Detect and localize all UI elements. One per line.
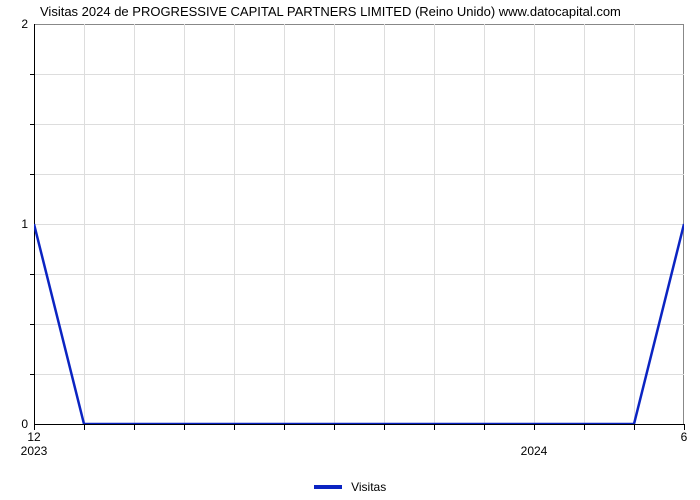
y-tick-label: 1 bbox=[4, 217, 28, 231]
x-axis-line bbox=[34, 424, 684, 425]
chart-container: Visitas 2024 de PROGRESSIVE CAPITAL PART… bbox=[0, 0, 700, 500]
gridline-v bbox=[334, 24, 335, 424]
gridline-v bbox=[584, 24, 585, 424]
x-tick-label: 6 bbox=[681, 430, 688, 444]
gridline-h bbox=[34, 224, 684, 225]
x-tick-label: 12 bbox=[27, 430, 40, 444]
y-tick-label: 2 bbox=[4, 17, 28, 31]
gridline-h-minor bbox=[34, 374, 684, 375]
gridline-v bbox=[84, 24, 85, 424]
gridline-h-minor bbox=[34, 74, 684, 75]
legend-swatch bbox=[314, 485, 342, 489]
gridline-h-minor bbox=[34, 124, 684, 125]
gridline-h-minor bbox=[34, 274, 684, 275]
legend-label: Visitas bbox=[351, 480, 386, 494]
gridline-v bbox=[534, 24, 535, 424]
gridline-h-minor bbox=[34, 324, 684, 325]
x-tick-year-label: 2024 bbox=[521, 444, 548, 458]
gridline-v bbox=[284, 24, 285, 424]
legend: Visitas bbox=[0, 479, 700, 494]
gridline-v bbox=[184, 24, 185, 424]
gridline-v bbox=[384, 24, 385, 424]
chart-title: Visitas 2024 de PROGRESSIVE CAPITAL PART… bbox=[40, 4, 621, 19]
gridline-h-minor bbox=[34, 174, 684, 175]
gridline-v bbox=[484, 24, 485, 424]
gridline-v bbox=[434, 24, 435, 424]
gridline-v bbox=[134, 24, 135, 424]
gridline-v bbox=[634, 24, 635, 424]
gridline-v bbox=[234, 24, 235, 424]
y-axis-line bbox=[34, 24, 35, 424]
x-tick-year-label: 2023 bbox=[21, 444, 48, 458]
y-tick-label: 0 bbox=[4, 417, 28, 431]
